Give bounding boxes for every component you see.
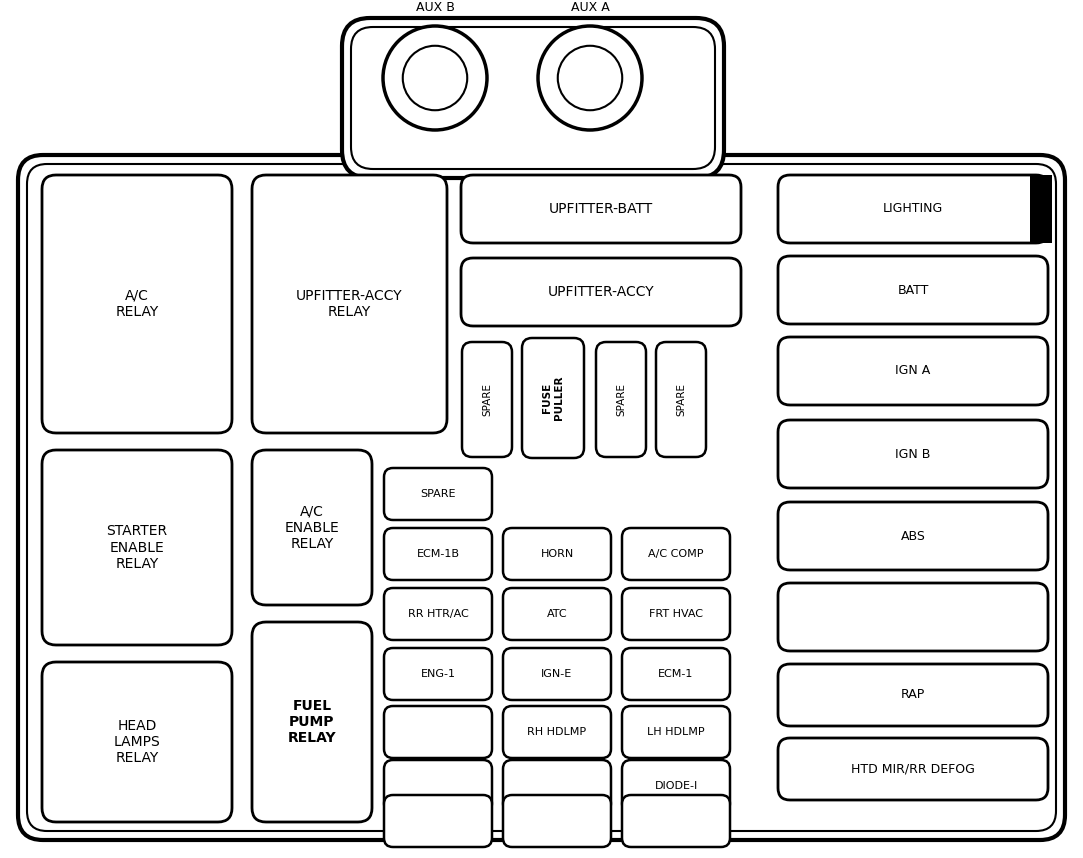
Text: RR HTR/AC: RR HTR/AC	[407, 609, 468, 619]
Text: SPARE: SPARE	[616, 383, 626, 416]
FancyBboxPatch shape	[384, 706, 492, 758]
Text: ECM-1B: ECM-1B	[417, 549, 459, 559]
Text: RAP: RAP	[901, 688, 925, 702]
FancyBboxPatch shape	[462, 342, 512, 457]
FancyBboxPatch shape	[778, 337, 1048, 405]
Text: SPARE: SPARE	[676, 383, 686, 416]
FancyBboxPatch shape	[461, 175, 741, 243]
FancyBboxPatch shape	[503, 528, 611, 580]
Text: HEAD
LAMPS
RELAY: HEAD LAMPS RELAY	[114, 719, 160, 765]
FancyBboxPatch shape	[778, 664, 1048, 726]
Bar	[1030, 175, 1052, 243]
FancyBboxPatch shape	[778, 420, 1048, 488]
FancyBboxPatch shape	[351, 27, 715, 169]
FancyBboxPatch shape	[622, 760, 730, 812]
Text: FUSE
PULLER: FUSE PULLER	[543, 376, 564, 420]
FancyBboxPatch shape	[252, 175, 447, 433]
Text: FRT HVAC: FRT HVAC	[649, 609, 703, 619]
Text: HTD MIR/RR DEFOG: HTD MIR/RR DEFOG	[851, 763, 975, 776]
FancyBboxPatch shape	[384, 528, 492, 580]
FancyBboxPatch shape	[18, 155, 1065, 840]
FancyBboxPatch shape	[42, 662, 232, 822]
Text: ECM-1: ECM-1	[658, 669, 694, 679]
FancyBboxPatch shape	[384, 648, 492, 700]
Text: ATC: ATC	[547, 609, 567, 619]
Text: UPFITTER-ACCY
RELAY: UPFITTER-ACCY RELAY	[296, 289, 403, 319]
FancyBboxPatch shape	[622, 588, 730, 640]
Circle shape	[403, 45, 467, 110]
Text: A/C
ENABLE
RELAY: A/C ENABLE RELAY	[285, 505, 339, 551]
FancyBboxPatch shape	[503, 795, 611, 847]
FancyBboxPatch shape	[778, 583, 1048, 651]
FancyBboxPatch shape	[622, 528, 730, 580]
Text: RH HDLMP: RH HDLMP	[527, 727, 587, 737]
Circle shape	[538, 26, 642, 130]
FancyBboxPatch shape	[252, 450, 371, 605]
Text: ENG-1: ENG-1	[420, 669, 456, 679]
FancyBboxPatch shape	[384, 468, 492, 520]
Text: IGN B: IGN B	[896, 448, 930, 461]
Text: AUX B: AUX B	[416, 1, 455, 14]
FancyBboxPatch shape	[503, 648, 611, 700]
FancyBboxPatch shape	[384, 795, 492, 847]
Text: LH HDLMP: LH HDLMP	[648, 727, 705, 737]
FancyBboxPatch shape	[622, 648, 730, 700]
Text: IGN A: IGN A	[896, 365, 930, 378]
Text: ABS: ABS	[901, 529, 926, 542]
Text: SPARE: SPARE	[420, 489, 456, 499]
Text: HORN: HORN	[540, 549, 574, 559]
Text: LIGHTING: LIGHTING	[883, 202, 943, 215]
FancyBboxPatch shape	[503, 588, 611, 640]
Text: SPARE: SPARE	[482, 383, 492, 416]
FancyBboxPatch shape	[461, 258, 741, 326]
FancyBboxPatch shape	[384, 588, 492, 640]
FancyBboxPatch shape	[622, 795, 730, 847]
Text: AUX A: AUX A	[571, 1, 610, 14]
FancyBboxPatch shape	[656, 342, 706, 457]
Text: IGN-E: IGN-E	[542, 669, 573, 679]
Text: A/C COMP: A/C COMP	[649, 549, 704, 559]
FancyBboxPatch shape	[342, 18, 725, 178]
FancyBboxPatch shape	[522, 338, 584, 458]
Text: FUEL
PUMP
RELAY: FUEL PUMP RELAY	[288, 698, 337, 746]
FancyBboxPatch shape	[778, 175, 1048, 243]
Circle shape	[383, 26, 487, 130]
FancyBboxPatch shape	[503, 760, 611, 812]
FancyBboxPatch shape	[42, 175, 232, 433]
Circle shape	[558, 45, 623, 110]
Text: DIODE-I: DIODE-I	[654, 781, 697, 791]
Text: UPFITTER-ACCY: UPFITTER-ACCY	[548, 285, 654, 299]
FancyBboxPatch shape	[596, 342, 645, 457]
FancyBboxPatch shape	[778, 256, 1048, 324]
Text: UPFITTER-BATT: UPFITTER-BATT	[549, 202, 653, 216]
FancyBboxPatch shape	[252, 622, 371, 822]
Text: BATT: BATT	[898, 283, 929, 297]
FancyBboxPatch shape	[27, 164, 1056, 831]
FancyBboxPatch shape	[622, 706, 730, 758]
FancyBboxPatch shape	[503, 706, 611, 758]
FancyBboxPatch shape	[778, 502, 1048, 570]
Text: STARTER
ENABLE
RELAY: STARTER ENABLE RELAY	[106, 524, 168, 571]
Text: A/C
RELAY: A/C RELAY	[116, 289, 158, 319]
FancyBboxPatch shape	[778, 738, 1048, 800]
FancyBboxPatch shape	[384, 760, 492, 812]
FancyBboxPatch shape	[42, 450, 232, 645]
